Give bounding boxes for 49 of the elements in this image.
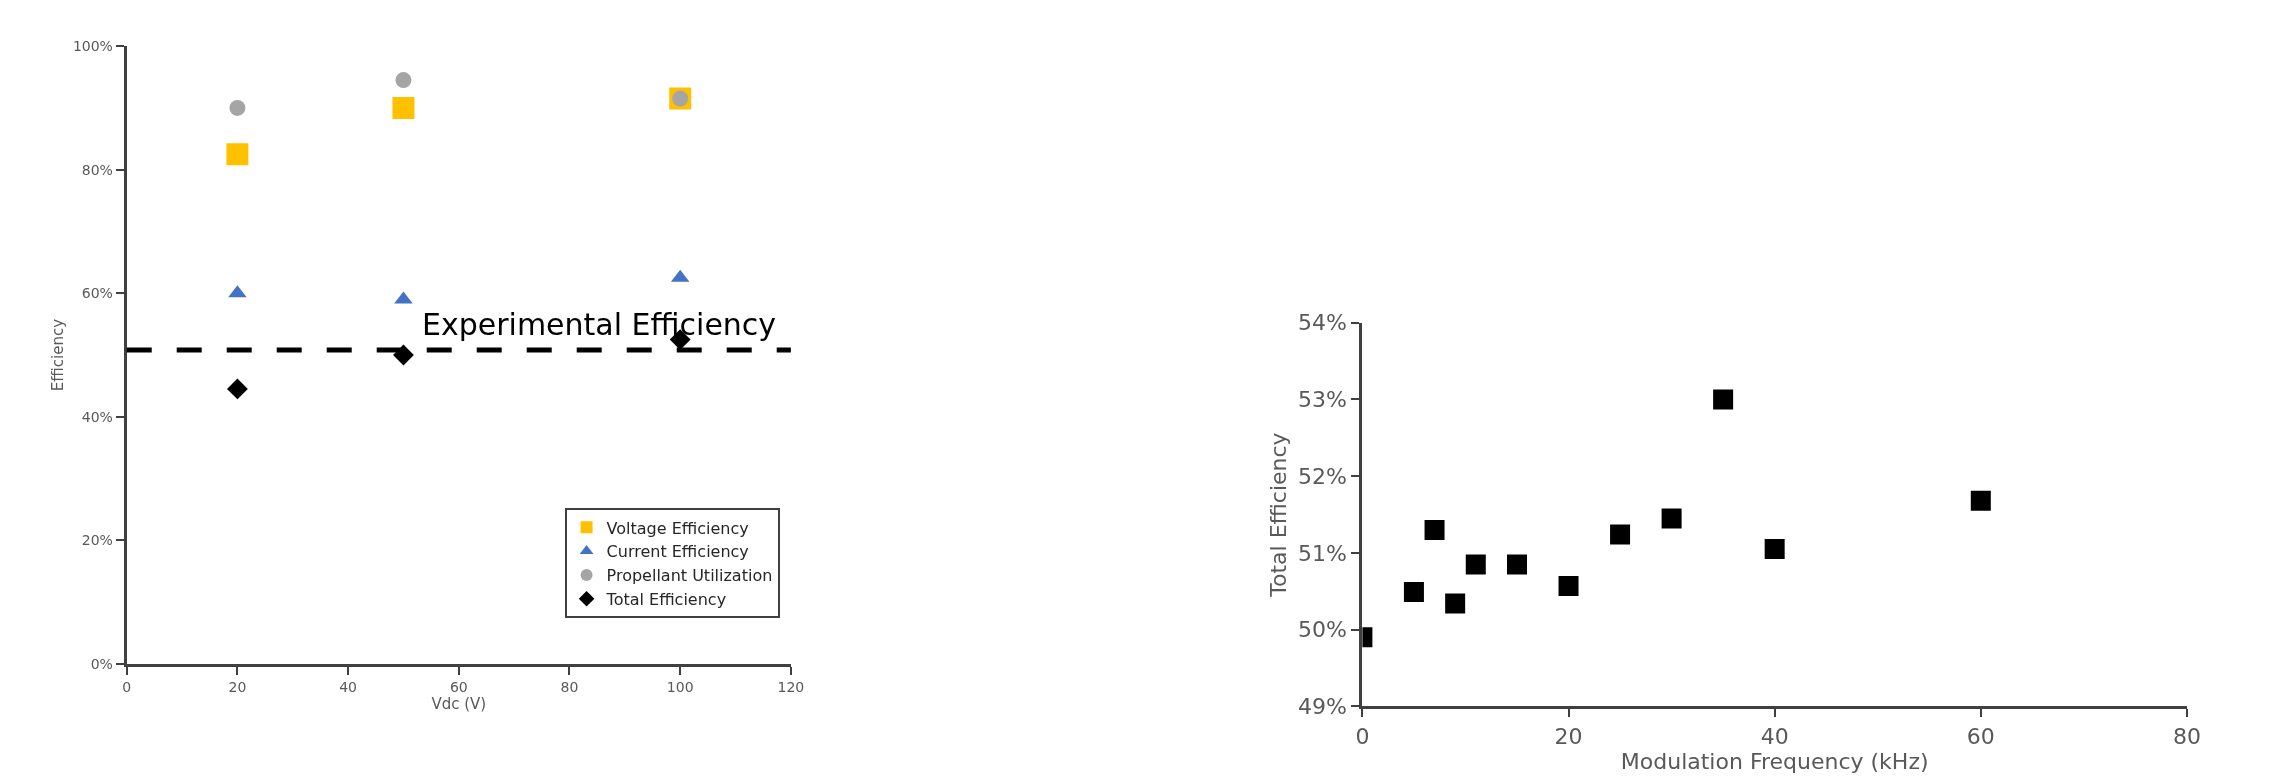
y-axis-title: Efficiency [49,318,68,392]
legend-label: Voltage Efficiency [606,518,749,538]
point [395,72,412,89]
point [1661,508,1682,529]
x-tick-label: 0 [1355,723,1370,749]
y-tick-label: 20% [81,532,113,549]
y-tick-label: 53% [1298,387,1347,413]
x-tick-label: 100 [666,678,694,695]
y-tick-label: 100% [72,38,113,55]
point [392,96,415,119]
y-tick-label: 51% [1298,540,1347,566]
point [1403,582,1424,603]
point [1970,490,1991,511]
y-tick-label: 49% [1298,694,1347,720]
y-tick-label: 50% [1298,617,1347,643]
x-axis-title: Vdc (V) [431,694,487,713]
x-tick-label: 40 [1760,723,1789,749]
point [1445,593,1466,614]
x-tick-label: 120 [777,678,805,695]
ref-line-label: Experimental Efficiency [422,307,777,342]
point [1610,524,1631,545]
y-tick-label: 54% [1298,310,1347,336]
point [1764,539,1785,560]
point [1713,389,1734,410]
y-tick-label: 52% [1298,463,1347,489]
x-tick-label: 80 [2172,723,2201,749]
y-axis-title: Total Efficiency [1265,432,1291,598]
x-tick-label: 80 [560,678,579,695]
x-tick-label: 20 [1554,723,1583,749]
x-tick-label: 60 [1966,723,1995,749]
x-tick-label: 40 [339,678,358,695]
y-tick-label: 80% [81,161,113,178]
x-tick-label: 60 [449,678,468,695]
point [1507,554,1527,575]
x-tick-label: 0 [122,678,132,695]
y-tick-label: 60% [81,285,113,302]
legend-label: Current Efficiency [606,542,749,562]
x-axis-title: Modulation Frequency (kHz) [1620,748,1929,774]
point [1424,519,1445,540]
y-tick-label: 40% [81,408,113,425]
point [229,99,246,116]
point [227,378,248,400]
point [1558,575,1579,596]
point [226,143,249,166]
point [1465,554,1486,575]
y-tick-label: 0% [90,655,113,672]
legend-label: Total Efficiency [605,589,727,609]
x-tick-label: 20 [228,678,247,695]
legend-label: Propellant Utilization [606,566,773,586]
